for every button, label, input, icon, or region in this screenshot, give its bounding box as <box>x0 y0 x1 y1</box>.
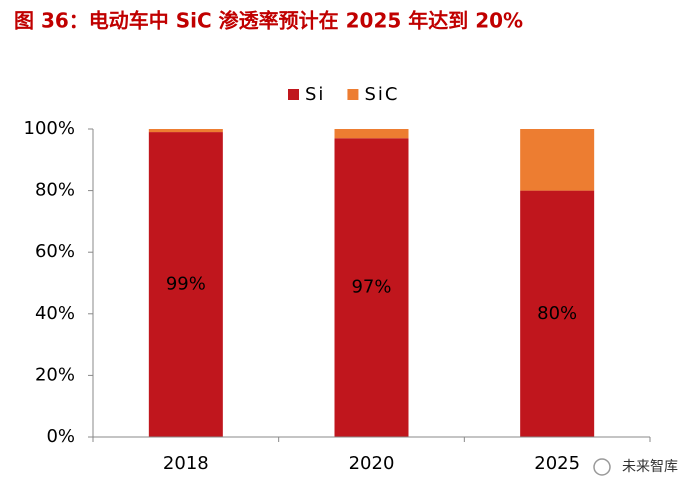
legend-swatch <box>288 89 299 100</box>
watermark-icon <box>593 458 611 476</box>
value-label: 80% <box>537 303 577 324</box>
value-label: 99% <box>166 274 206 295</box>
x-tick-label: 2018 <box>163 453 209 474</box>
y-tick-label: 60% <box>35 241 75 262</box>
bar-segment <box>334 138 409 438</box>
y-tick-label: 0% <box>46 426 75 447</box>
y-tick-label: 20% <box>35 364 75 385</box>
bar-segment <box>148 132 223 437</box>
chart-title: 图 36：电动车中 SiC 渗透率预计在 2025 年达到 20% <box>14 9 523 33</box>
bar-segment <box>520 129 595 191</box>
y-tick-label: 40% <box>35 303 75 324</box>
x-tick-label: 2025 <box>534 453 580 474</box>
y-tick-label: 100% <box>24 118 75 139</box>
bar-segment <box>334 129 409 139</box>
legend-label: SiC <box>364 84 399 105</box>
y-tick-label: 80% <box>35 180 75 201</box>
legend-label: Si <box>305 84 325 105</box>
value-label: 97% <box>351 277 391 298</box>
bar-segment <box>520 190 595 437</box>
legend-swatch <box>347 89 359 100</box>
x-tick-label: 2020 <box>349 453 395 474</box>
bar-segment <box>148 129 223 133</box>
watermark: 未来智库 <box>622 459 678 475</box>
